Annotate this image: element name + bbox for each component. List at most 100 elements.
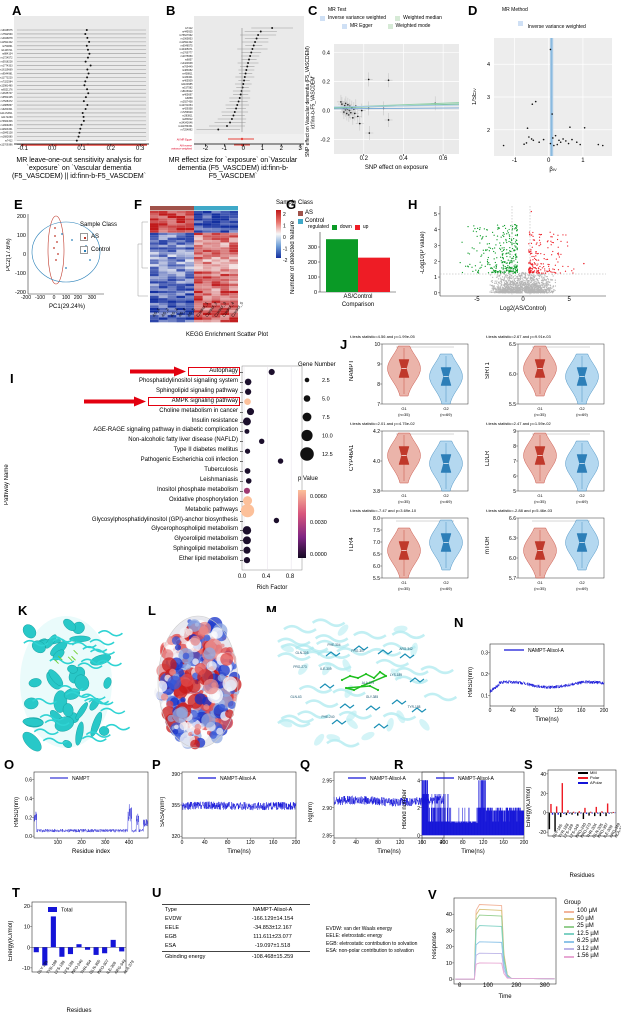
table-header-row: Type NAMPT-Alisol-A xyxy=(162,904,310,915)
svg-text:rs2845128: rs2845128 xyxy=(1,132,13,135)
violin-svg: 9 8 7 6 5 xyxy=(513,429,605,495)
svg-text:rs111789331: rs111789331 xyxy=(178,125,193,128)
violin-svg: 6.5 6.0 5.5 xyxy=(509,342,605,408)
panel-v-legend-item: 100 µM xyxy=(564,908,599,916)
panel-i-row-tick xyxy=(240,461,243,462)
table-cell-type: EELE xyxy=(165,924,180,931)
svg-text:rs1106711: rs1106711 xyxy=(1,49,13,52)
violin-group-label: G2 xyxy=(443,580,449,585)
panel-e-x-tick: -100 xyxy=(34,295,45,301)
panel-p-xlabel: Time(ns) xyxy=(227,849,251,855)
panel-i-pathway-label: Insulin resistance xyxy=(191,417,238,424)
svg-text:GLN-63: GLN-63 xyxy=(290,695,301,699)
legend-label-mregger: MR Egger xyxy=(350,23,373,29)
panel-c-x-tick: 0.2 xyxy=(359,156,368,162)
svg-text:rs6521176: rs6521176 xyxy=(1,88,13,91)
panel-h-volcano: 5 4 3 2 1 0 xyxy=(434,206,606,297)
panel-n-xlabel: Time(ns) xyxy=(535,717,559,723)
panel-m-label: M xyxy=(266,603,277,618)
svg-text:rs438811: rs438811 xyxy=(182,73,193,76)
svg-text:10: 10 xyxy=(446,961,452,967)
panel-a-x-tick: -0.1 xyxy=(17,146,28,152)
panel-s-label: S xyxy=(524,757,533,772)
svg-text:2: 2 xyxy=(434,259,437,265)
panel-i-row-tick xyxy=(240,401,243,403)
panel-h-xlabel: Log2(AS/Control) xyxy=(499,306,547,312)
panel-r-x-tick: 120 xyxy=(479,840,488,846)
svg-text:rs9544981: rs9544981 xyxy=(1,72,13,75)
panel-h-x-tick: 0 xyxy=(521,297,525,303)
panel-b-axis xyxy=(194,143,304,147)
panel-d-xlabel: βIV xyxy=(494,167,612,173)
panel-s-legend: MM Polar APolar xyxy=(578,770,602,785)
violin-stat-text: t-tests statistic=2.67 and p=9.91e-03 xyxy=(486,334,551,339)
legend-label-as-f: AS xyxy=(305,210,314,216)
svg-text:ILE-309: ILE-309 xyxy=(320,667,331,671)
svg-text:6.0: 6.0 xyxy=(373,564,380,570)
panel-u-table: Type NAMPT-Alisol-A EVDW -166.129±14.154 E… xyxy=(162,904,310,962)
svg-text:rs1769777: rs1769777 xyxy=(181,52,193,55)
panel-i-xlabel: Rich Factor xyxy=(256,585,288,591)
panel-m: M GLN-305 PHE-304 PRO-307 PRO-273 ILE-309 ARG… xyxy=(262,603,458,756)
panel-g-legend-title: regulated xyxy=(308,224,329,230)
panel-p-x-tick: 160 xyxy=(269,840,278,846)
panel-v-x-tick: 0 xyxy=(457,983,462,989)
panel-c-x-tick: 0.4 xyxy=(399,156,408,162)
violin-plot-ldlr: t-tests statistic=2.47 and p=1.59e-02 LDL… xyxy=(485,421,620,507)
svg-text:0: 0 xyxy=(314,290,317,296)
panel-t-total-energy-bars: 20 10 0 -10 Total xyxy=(22,901,127,973)
svg-text:300: 300 xyxy=(308,245,317,251)
svg-text:rs16119669: rs16119669 xyxy=(0,69,13,72)
panel-j-violin-grid: t-tests statistic=4.56 and p=1.99e-05 NAM… xyxy=(349,334,620,596)
svg-text:rs1682680: rs1682680 xyxy=(1,136,13,139)
panel-e-x-tick: 0 xyxy=(52,295,56,301)
violin-group-label: G1 xyxy=(401,406,407,411)
panel-g-legend: regulated down up xyxy=(308,224,368,230)
panel-b-x-tick: 1 xyxy=(260,146,264,152)
panel-v-legend-label: 25 µM xyxy=(577,923,594,929)
panel-c-plot-area xyxy=(334,44,459,154)
panel-n-x-tick: 120 xyxy=(554,708,563,714)
svg-text:5.0: 5.0 xyxy=(322,397,330,403)
panel-k-protein-cartoon xyxy=(20,616,131,752)
svg-text:4.2: 4.2 xyxy=(373,429,380,435)
panel-i: I KEGG Enrichment Scatter Plot Pathway N… xyxy=(2,330,338,598)
panel-b-plot-area xyxy=(194,16,304,141)
panel-i-pathway-label: Type II diabetes mellitus xyxy=(173,447,238,454)
svg-text:rs11591342: rs11591342 xyxy=(179,41,193,44)
svg-text:rs283812: rs283812 xyxy=(182,118,193,121)
svg-text:GLN-305: GLN-305 xyxy=(296,651,309,655)
svg-text:rs1172260: rs1172260 xyxy=(1,116,13,119)
legend-box-as xyxy=(80,233,88,241)
panel-b-caption: MR effect size for `exposure` on`Vascula… xyxy=(168,157,298,180)
svg-text:PRO-307: PRO-307 xyxy=(351,649,365,653)
panel-u-note: EGB: eletrostatic contribution to solvat… xyxy=(326,940,418,947)
panel-i-ylabel: Pathway Name xyxy=(4,464,10,506)
svg-text:rs6857: rs6857 xyxy=(185,59,193,62)
panel-b-forest: rs7412rs445925rs75627662rs1065853rs11591… xyxy=(171,27,304,150)
svg-text:TYR-188: TYR-188 xyxy=(408,705,421,709)
violin-group-label: G2 xyxy=(579,493,585,498)
legend-swatch-ivw-d xyxy=(518,21,524,27)
svg-text:rs7259620: rs7259620 xyxy=(181,111,193,114)
panel-i-row-tick xyxy=(240,550,243,551)
panel-d-x-tick: -1 xyxy=(511,158,518,164)
panel-v-legend-item: 50 µM xyxy=(564,916,599,924)
svg-text:2: 2 xyxy=(417,806,420,812)
svg-text:320: 320 xyxy=(172,834,181,840)
svg-text:0.3: 0.3 xyxy=(481,651,488,657)
panel-d-x-tick: 0 xyxy=(547,158,551,164)
panel-i-x-tick: 0.4 xyxy=(261,574,271,580)
panel-i-pathway-label: Tuberculosis xyxy=(204,467,238,473)
panel-l-label: L xyxy=(148,603,156,618)
panel-o-label: O xyxy=(4,757,15,772)
panel-r-x-tick: 160 xyxy=(499,840,508,846)
violin-plot-mtor: t-tests statistic=-2.88 and p=5.46e-03 mT… xyxy=(485,508,620,594)
panel-i-pathway-label: Glycerophospholipid metabolism xyxy=(151,526,238,533)
panel-i-size-legend: 2.5 5.0 7.5 10.0 12.5 xyxy=(300,377,333,461)
panel-i-row-tick xyxy=(240,500,243,502)
legend-line-swatch xyxy=(564,933,574,936)
legend-label-down: down xyxy=(339,224,352,230)
table-cell-type: EGB xyxy=(165,934,177,941)
svg-text:5: 5 xyxy=(513,489,516,495)
